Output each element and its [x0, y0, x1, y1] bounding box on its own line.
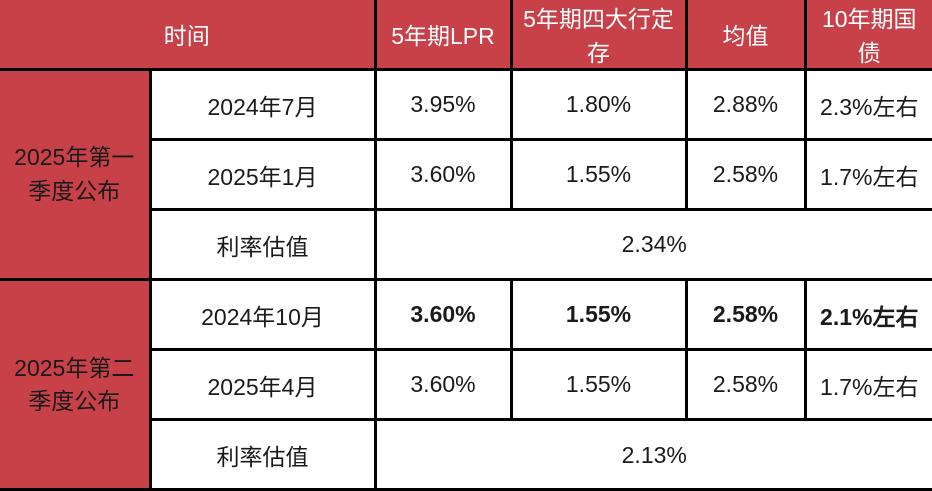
date-cell: 2025年1月: [148, 138, 377, 211]
lpr-cell: 3.60%: [373, 278, 513, 351]
lpr-cell: 3.60%: [373, 138, 513, 211]
deposit-cell: 1.55%: [509, 138, 688, 211]
table-row: 2025年1月 3.60% 1.55% 2.58% 1.7%左右: [0, 138, 932, 211]
header-cell-mean: 均值: [684, 0, 807, 71]
mean-cell: 2.58%: [684, 348, 807, 421]
mean-cell: 2.58%: [684, 278, 807, 351]
estimate-row: 利率估值 2.34%: [0, 208, 932, 281]
mean-cell: 2.88%: [684, 68, 807, 141]
estimate-row: 利率估值 2.13%: [0, 418, 932, 488]
table-row: 2025年4月 3.60% 1.55% 2.58% 1.7%左右: [0, 348, 932, 421]
estimate-label-cell: 利率估值: [148, 208, 377, 281]
table-header-row: 时间 5年期LPR 5年期四大行定存 均值 10年期国债: [0, 0, 932, 71]
header-cell-time: 时间: [0, 0, 377, 71]
estimate-value-cell: 2.34%: [373, 208, 932, 281]
date-cell: 2024年7月: [148, 68, 377, 141]
treasury-cell: 2.1%左右: [803, 278, 932, 351]
header-cell-lpr: 5年期LPR: [373, 0, 513, 71]
mean-cell: 2.58%: [684, 138, 807, 211]
lpr-cell: 3.60%: [373, 348, 513, 421]
estimate-value-cell: 2.13%: [373, 418, 932, 488]
header-cell-treasury: 10年期国债: [803, 0, 932, 71]
date-cell: 2024年10月: [148, 278, 377, 351]
treasury-cell: 1.7%左右: [803, 138, 932, 211]
group-label-q1: 2025年第一季度公布: [0, 68, 152, 281]
lpr-cell: 3.95%: [373, 68, 513, 141]
deposit-cell: 1.55%: [509, 348, 688, 421]
treasury-cell: 2.3%左右: [803, 68, 932, 141]
table-row: 2025年第二季度公布 2024年10月 3.60% 1.55% 2.58% 2…: [0, 278, 932, 488]
treasury-cell: 1.7%左右: [803, 348, 932, 421]
group-label-q2: 2025年第二季度公布: [0, 278, 152, 488]
estimate-label-cell: 利率估值: [148, 418, 377, 488]
deposit-cell: 1.80%: [509, 68, 688, 141]
date-cell: 2025年4月: [148, 348, 377, 421]
deposit-cell: 1.55%: [509, 278, 688, 351]
table-row: 2025年第一季度公布 2024年7月 3.95% 1.80% 2.88% 2.…: [0, 68, 932, 281]
header-cell-deposit: 5年期四大行定存: [509, 0, 688, 71]
